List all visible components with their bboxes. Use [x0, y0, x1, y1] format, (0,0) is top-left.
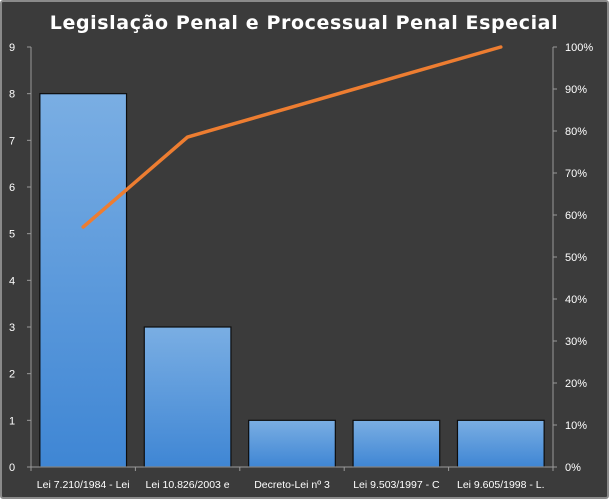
y-tick-label: 8: [9, 89, 15, 101]
cumulative-point: [290, 105, 294, 109]
cumulative-point: [81, 225, 85, 229]
x-tick-label: Decreto-Lei nº 3: [254, 479, 330, 491]
y-tick-label: 7: [9, 135, 15, 147]
y2-tick-label: 40%: [565, 294, 587, 306]
y2-tick-label: 20%: [565, 378, 587, 390]
cumulative-point: [186, 135, 190, 139]
y-tick-label: 5: [9, 229, 15, 241]
y2-tick-label: 70%: [565, 168, 587, 180]
y-tick-label: 2: [9, 369, 15, 381]
y2-tick-label: 80%: [565, 126, 587, 138]
y2-tick-label: 100%: [565, 42, 593, 54]
bar: [143, 326, 232, 468]
bar: [248, 419, 336, 468]
y-tick-label: 1: [9, 415, 15, 427]
chart-title: Legislação Penal e Processual Penal Espe…: [50, 12, 558, 34]
y2-tick-label: 30%: [565, 336, 587, 348]
y-tick-label: 4: [9, 275, 15, 287]
y2-tick-label: 50%: [565, 252, 587, 264]
y2-tick-label: 0%: [565, 462, 581, 474]
y-tick-label: 6: [9, 182, 15, 194]
y-tick-label: 9: [9, 42, 15, 54]
y-tick-label: 0: [9, 462, 15, 474]
y2-tick-label: 10%: [565, 420, 587, 432]
cumulative-point: [394, 75, 398, 79]
bar: [352, 419, 441, 468]
x-tick-label: Lei 9.605/1998 - L.: [457, 479, 545, 491]
bar: [39, 93, 128, 468]
y-tick-label: 3: [9, 322, 15, 334]
cumulative-line: [81, 45, 503, 229]
x-tick-label: Lei 7.210/1984 - Lei: [37, 479, 130, 491]
y2-tick-label: 60%: [565, 210, 587, 222]
y2-tick-label: 90%: [565, 84, 587, 96]
x-tick-label: Lei 9.503/1997 - C: [353, 479, 440, 491]
bar: [456, 419, 545, 468]
cumulative-point: [499, 45, 503, 49]
x-tick-label: Lei 10.826/2003 e: [146, 479, 230, 491]
